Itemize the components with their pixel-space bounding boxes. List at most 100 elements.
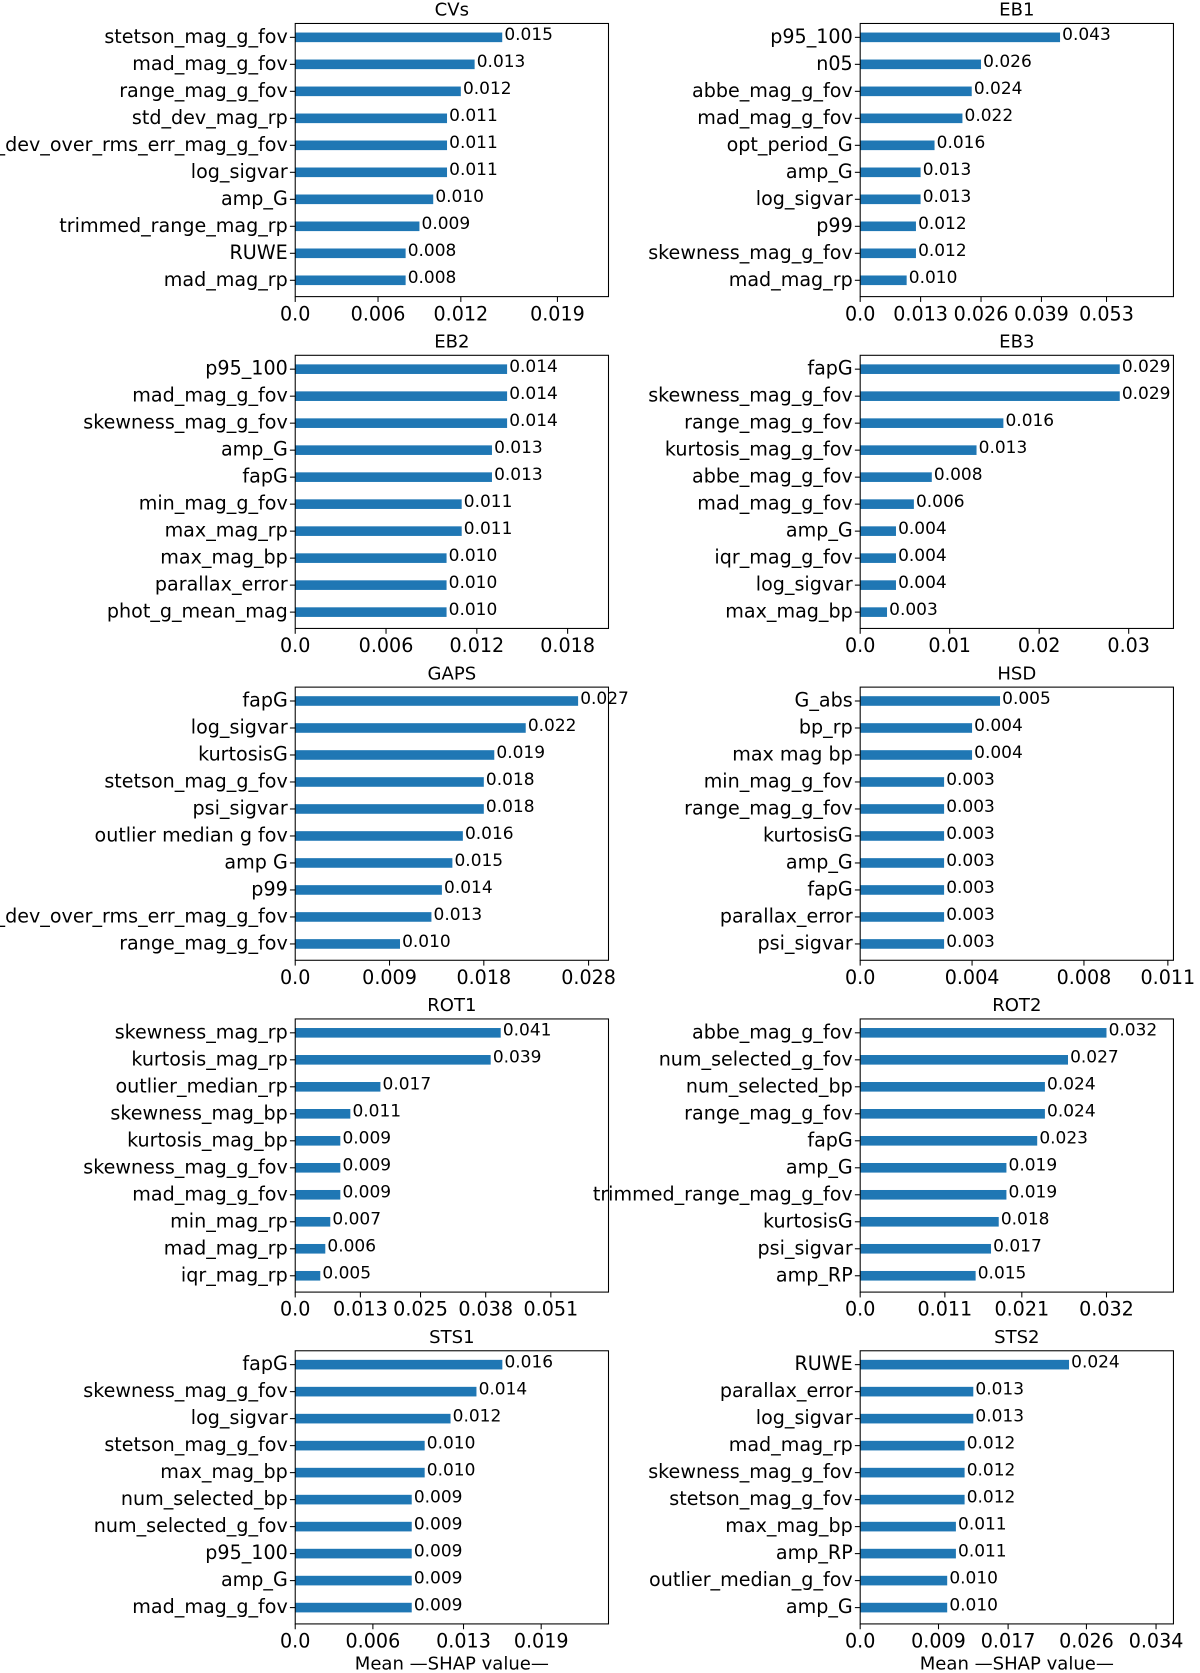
category-label: RUWE	[794, 1352, 852, 1375]
value-label: 0.011	[449, 160, 498, 180]
category-label: mad_mag_g_fov	[697, 492, 852, 515]
x-tick-label: 0.0	[280, 302, 310, 325]
x-tick-label: 0.032	[1079, 1298, 1134, 1321]
bar	[860, 418, 1004, 428]
value-label: 0.006	[327, 1237, 376, 1257]
bar	[295, 275, 406, 286]
x-tick-label: 0.028	[561, 966, 616, 989]
subplot: GAPS 0.0 0.009 0.018 0.028 fapG 0.027 log_sigva…	[0, 663, 629, 989]
value-label: 0.008	[408, 268, 457, 288]
value-label: 0.016	[937, 133, 986, 153]
bar	[860, 1467, 965, 1478]
category-label: parallax_error	[720, 904, 853, 927]
value-label: 0.027	[1070, 1048, 1119, 1068]
value-label: 0.015	[978, 1264, 1027, 1284]
bar	[295, 885, 442, 895]
x-tick-label: 0.019	[530, 302, 585, 325]
bar	[295, 1216, 331, 1227]
category-label: mad_mag_rp	[164, 268, 288, 291]
value-label: 0.012	[918, 241, 967, 261]
x-tick-label: 0.02	[1018, 634, 1061, 657]
value-label: 0.008	[934, 465, 983, 485]
category-label: amp G	[224, 850, 287, 873]
category-label: abbe_mag_g_fov	[692, 1020, 853, 1043]
chart-title: STS1	[429, 1327, 474, 1348]
value-label: 0.003	[946, 932, 995, 952]
category-label: parallax_error	[720, 1379, 853, 1402]
value-label: 0.013	[434, 905, 483, 925]
bar	[860, 1189, 1007, 1200]
value-label: 0.024	[1047, 1102, 1096, 1122]
bar	[860, 804, 945, 814]
value-label: 0.013	[979, 438, 1028, 458]
value-label: 0.014	[444, 878, 493, 898]
subplot: ROT1 0.0 0.013 0.025 0.038 0.051 skewness_mag_…	[83, 995, 610, 1321]
category-label: std_dev_mag_rp	[132, 106, 288, 129]
category-label: G_abs	[795, 688, 853, 711]
x-tick-label: 0.006	[351, 302, 406, 325]
x-tick-label: 0.026	[954, 302, 1009, 325]
value-label: 0.041	[503, 1021, 552, 1041]
category-label: kurtosisG	[763, 823, 853, 846]
bar	[295, 1082, 381, 1092]
chart-title: CVs	[435, 0, 469, 21]
value-label: 0.009	[414, 1487, 463, 1507]
value-label: 0.018	[486, 797, 535, 817]
category-label: mad_mag_g_fov	[132, 384, 287, 407]
chart-title: ROT2	[992, 995, 1041, 1016]
category-label: outlier_median_rp	[116, 1074, 288, 1097]
value-label: 0.022	[965, 106, 1014, 126]
x-tick-label: 0.008	[1057, 966, 1112, 989]
x-tick-label: 0.006	[346, 1630, 401, 1653]
bar	[295, 1055, 491, 1065]
bar	[860, 1548, 956, 1559]
x-tick-label: 0.018	[540, 634, 595, 657]
bar	[860, 1028, 1107, 1038]
category-label: amp_G	[786, 160, 853, 183]
category-label: max mag bp	[732, 742, 853, 765]
bar	[295, 804, 484, 814]
bar	[295, 86, 461, 97]
value-label: 0.014	[509, 357, 558, 377]
chart-title: EB2	[434, 331, 469, 352]
category-label: phot_g_mean_mag	[107, 600, 288, 623]
bar	[860, 777, 945, 787]
category-label: num_selected_bp	[686, 1074, 853, 1097]
value-label: 0.032	[1109, 1021, 1158, 1041]
value-label: 0.004	[898, 519, 947, 539]
value-label: 0.009	[342, 1156, 391, 1176]
category-label: max_mag_bp	[725, 1514, 852, 1537]
value-label: 0.014	[509, 384, 558, 404]
value-label: 0.013	[923, 187, 972, 207]
x-tick-label: 0.039	[1014, 302, 1069, 325]
value-label: 0.009	[422, 214, 471, 234]
value-label: 0.024	[1071, 1352, 1120, 1372]
category-label: amp_G	[221, 438, 288, 461]
axes-frame	[859, 1350, 1174, 1625]
category-label: psi_sigvar	[193, 796, 288, 819]
category-label: abbe_mag_g_fov	[692, 465, 853, 488]
x-tick-label: 0.0	[845, 1298, 875, 1321]
category-label: min_mag_rp	[170, 1209, 288, 1232]
category-label: kurtosisG	[763, 1209, 853, 1232]
category-label: log_sigvar	[756, 1406, 853, 1429]
category-label: iqr_mag_g_fov	[714, 546, 852, 569]
bar	[295, 1413, 451, 1424]
category-label: num_selected_g_fov	[659, 1047, 853, 1070]
x-tick-label: 0.021	[994, 1298, 1049, 1321]
category-label: trimmed_range_mag_rp	[59, 214, 287, 237]
bar	[295, 418, 508, 428]
bar	[295, 1575, 412, 1586]
bar	[295, 1109, 351, 1119]
x-tick-label: 0.0	[845, 966, 875, 989]
value-label: 0.043	[1062, 25, 1111, 45]
subplot: CVs 0.0 0.006 0.012 0.019 stetson_mag_g_fov 0.…	[0, 0, 610, 325]
value-label: 0.011	[464, 492, 513, 512]
category-label: abbe_mag_g_fov	[692, 79, 853, 102]
category-label: fapG	[807, 357, 852, 380]
bar	[295, 750, 495, 760]
bar	[295, 499, 462, 509]
bar	[295, 580, 447, 590]
x-tick-label: 0.0	[280, 966, 310, 989]
